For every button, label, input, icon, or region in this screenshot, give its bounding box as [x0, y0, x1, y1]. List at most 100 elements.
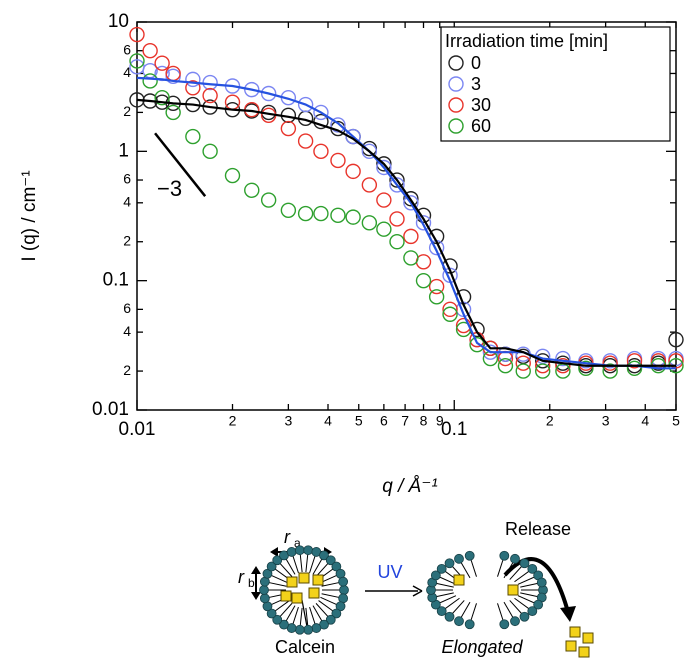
x-tick-label: 4	[641, 413, 649, 429]
data-point	[602, 355, 618, 371]
data-point	[165, 104, 181, 121]
data-point	[428, 278, 445, 295]
data-point	[129, 26, 145, 43]
data-point	[345, 209, 361, 225]
data-point	[297, 133, 314, 149]
calcein-molecule	[286, 576, 298, 588]
data-point	[154, 55, 170, 71]
elongated-label: Elongated	[441, 637, 523, 657]
lipid-head	[262, 568, 273, 579]
rb-label: r	[238, 567, 245, 587]
lipid-head	[294, 624, 305, 635]
data-point	[129, 53, 145, 69]
data-point	[280, 202, 297, 219]
lipid-head	[519, 611, 530, 622]
calcein-molecule	[582, 632, 594, 644]
data-point	[185, 71, 201, 88]
data-point	[415, 254, 432, 270]
data-point	[361, 215, 378, 231]
data-point	[260, 85, 277, 102]
legend-label: 30	[471, 95, 491, 115]
data-point	[403, 228, 419, 245]
calcein-molecule	[312, 574, 324, 586]
release-arrow	[503, 557, 570, 613]
data-point	[202, 74, 218, 91]
legend-box	[440, 26, 671, 142]
lipid-head	[533, 599, 544, 610]
x-tick-label: 3	[284, 413, 292, 429]
ra-label: r	[284, 527, 291, 547]
data-point	[313, 205, 329, 222]
legend-label: 60	[471, 116, 491, 136]
y-tick-label: 6	[123, 171, 131, 187]
data-point	[313, 143, 329, 160]
data-point	[165, 65, 181, 82]
legend-marker	[448, 55, 464, 71]
calcein-molecule	[578, 646, 590, 658]
uv-label: UV	[377, 562, 402, 582]
data-point	[403, 191, 419, 207]
legend-label: 0	[471, 53, 481, 73]
release-arrow-head	[560, 606, 576, 622]
x-tick-label: 2	[229, 413, 237, 429]
data-point	[376, 156, 392, 172]
calcein-molecule	[453, 574, 465, 586]
data-point	[202, 143, 218, 160]
data-point	[403, 195, 419, 211]
lipid-head	[286, 547, 297, 557]
plot: 0.01 2 3 4 5 6 7 8 90.1 2 3 4 50.012460.1246124610−3…	[92, 11, 684, 440]
lipid-head	[527, 563, 538, 574]
data-point	[297, 205, 314, 222]
lipid-head	[303, 545, 314, 556]
data-point	[244, 81, 260, 98]
y-tick-label: 4	[123, 194, 131, 210]
lipid-head	[338, 576, 349, 587]
data-point	[330, 207, 346, 224]
lipid-head	[311, 623, 322, 633]
data-point	[185, 128, 201, 145]
rb-subscript: b	[248, 576, 255, 590]
data-point	[376, 159, 392, 176]
data-point	[345, 163, 361, 180]
data-point	[455, 317, 472, 334]
y-tick-label: 0.1	[103, 270, 129, 291]
lipid-head	[279, 619, 289, 630]
data-point	[361, 177, 378, 193]
y-tick-label: 1	[118, 140, 129, 161]
data-point	[415, 207, 432, 224]
y-tick-label: 2	[123, 362, 131, 378]
x-tick-label: 6	[380, 413, 388, 429]
data-point	[602, 363, 618, 379]
data-point	[497, 358, 514, 374]
data-point	[202, 87, 218, 104]
lipid-head	[266, 608, 277, 619]
legend-title: Irradiation time [min]	[445, 31, 608, 51]
legend-marker	[448, 97, 464, 113]
lipid-head	[294, 545, 305, 556]
lipid-head	[510, 616, 520, 627]
data-point	[389, 234, 405, 250]
rb-arrow-heads	[251, 566, 261, 600]
data-point	[330, 117, 346, 133]
data-point	[389, 172, 405, 188]
fit-line	[136, 76, 676, 370]
data-point	[330, 152, 346, 169]
x-tick-label: 5	[355, 413, 363, 429]
data-point	[626, 353, 643, 369]
data-point	[260, 192, 277, 208]
lipid-head	[325, 614, 336, 625]
data-point	[442, 301, 458, 318]
x-tick-label: 4	[324, 413, 332, 429]
data-point	[376, 221, 392, 237]
lipid-head	[519, 558, 530, 569]
data-point	[469, 336, 485, 353]
y-tick-label: 4	[123, 64, 131, 80]
slope-line	[154, 132, 207, 197]
x-tick-label: 7	[401, 413, 409, 429]
lipid-head	[536, 577, 547, 588]
calcein-molecule	[298, 572, 310, 584]
data-point	[142, 42, 158, 59]
lipid-head	[454, 616, 464, 627]
lipid-head	[319, 550, 329, 561]
slope-label: −3	[157, 176, 182, 201]
